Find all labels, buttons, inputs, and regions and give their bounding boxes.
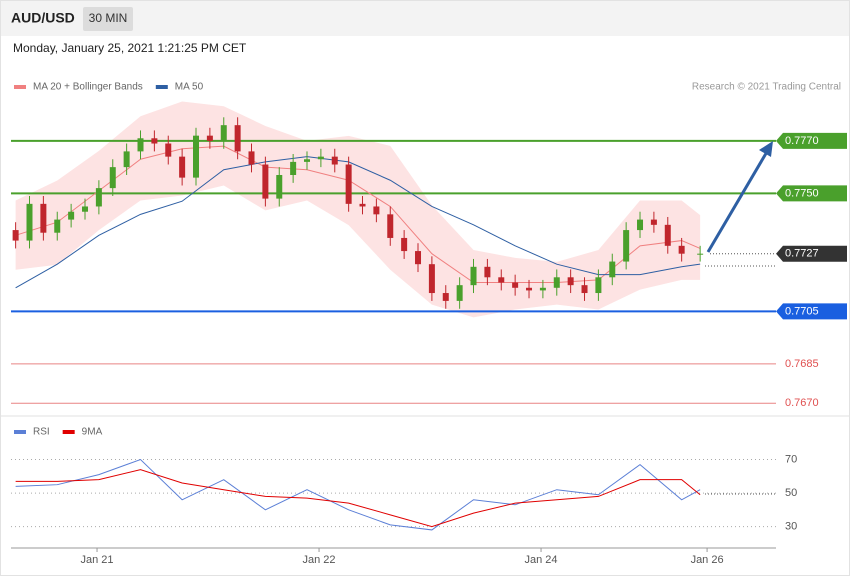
x-tick-label: Jan 24: [525, 554, 558, 566]
candle-body: [290, 161, 297, 175]
y-tick-label: 70: [785, 453, 797, 465]
candle-body: [637, 219, 644, 231]
moving-average: [15, 156, 701, 289]
level-flag: [776, 185, 847, 202]
candle-body: [109, 167, 116, 189]
candle-body: [179, 156, 186, 178]
legend-swatch: [14, 430, 26, 434]
candle-body: [26, 203, 33, 241]
candle-body: [697, 253, 704, 255]
candle-body: [581, 285, 588, 294]
symbol: AUD/USD: [11, 10, 75, 26]
candle-body: [359, 203, 366, 207]
x-tick-label: Jan 26: [691, 554, 724, 566]
candle-body: [539, 287, 546, 291]
candle-body: [331, 156, 338, 165]
rsi-line: [15, 469, 701, 528]
x-tick-label: Jan 21: [81, 554, 114, 566]
candle-body: [387, 214, 394, 238]
candle-body: [498, 277, 505, 283]
level-label: 0.7670: [785, 397, 819, 409]
candle-body: [345, 164, 352, 204]
credit: Research © 2021 Trading Central: [692, 82, 841, 93]
candle-body: [82, 206, 89, 212]
legend-swatch: [62, 430, 75, 434]
candle-body: [512, 282, 519, 288]
legend-label: MA 50: [175, 82, 204, 93]
candle-body: [442, 293, 449, 301]
candle-body: [123, 151, 130, 168]
candle-body: [54, 219, 61, 233]
y-tick-label: 30: [785, 520, 797, 532]
header: [1, 1, 849, 36]
candle-body: [678, 245, 685, 254]
candle-body: [304, 159, 311, 162]
candle-body: [401, 237, 408, 252]
candle-body: [526, 287, 533, 291]
forecast-arrowhead: [759, 141, 773, 157]
candle-body: [650, 219, 657, 225]
candle-body: [470, 266, 477, 286]
candle-body: [68, 211, 75, 220]
rsi-line: [15, 458, 701, 531]
legend-label: 9MA: [82, 427, 103, 438]
forecast-arrow: [706, 149, 770, 253]
candle-body: [193, 135, 200, 178]
candle-body: [262, 164, 269, 199]
candle-body: [137, 138, 144, 152]
candle-body: [567, 277, 574, 286]
candle-body: [373, 206, 380, 215]
candle-body: [12, 230, 19, 241]
candle-body: [151, 138, 158, 144]
candle-body: [595, 277, 602, 294]
bollinger-band: [15, 101, 701, 318]
timeframe[interactable]: 30 MIN: [89, 11, 128, 25]
candle-body: [234, 125, 241, 152]
candle-body: [220, 125, 227, 141]
candle-body: [664, 224, 671, 246]
timeframe-badge[interactable]: [83, 7, 133, 31]
y-tick-label: 50: [785, 487, 797, 499]
candle-body: [206, 135, 213, 141]
level-flag: [776, 303, 847, 320]
candle-body: [317, 156, 324, 160]
level-label: 0.7685: [785, 358, 819, 370]
x-tick-label: Jan 22: [303, 554, 336, 566]
level-label: 0.7770: [785, 135, 819, 147]
legend-swatch: [14, 85, 26, 89]
candle-body: [415, 251, 422, 265]
candle-body: [609, 261, 616, 278]
legend-swatch: [155, 85, 168, 89]
candle-body: [553, 277, 560, 288]
level-label: 0.7750: [785, 187, 819, 199]
candle-body: [623, 230, 630, 262]
candle-body: [456, 285, 463, 301]
candle-body: [276, 175, 283, 199]
legend-label: RSI: [33, 427, 50, 438]
timestamp: Monday, January 25, 2021 1:21:25 PM CET: [13, 41, 247, 55]
candle-body: [95, 188, 102, 207]
level-label: 0.7705: [785, 305, 819, 317]
candle-body: [248, 151, 255, 165]
level-label: 0.7727: [785, 248, 819, 260]
candle-body: [165, 143, 172, 157]
candle-body: [40, 203, 47, 233]
legend-label: MA 20 + Bollinger Bands: [33, 82, 143, 93]
level-flag: [776, 245, 847, 262]
candle-body: [428, 264, 435, 294]
level-flag: [776, 132, 847, 149]
candle-body: [484, 266, 491, 278]
